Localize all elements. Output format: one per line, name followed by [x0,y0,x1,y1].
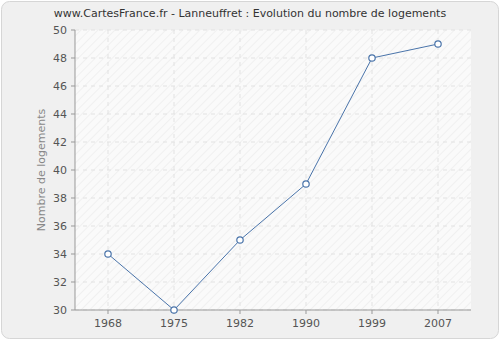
tick [71,254,75,255]
panel [2,2,499,339]
grid-line [240,30,241,310]
tick-label: 48 [53,52,67,65]
tick-label: 40 [53,164,67,177]
grid-line [75,226,471,227]
tick [438,310,439,314]
grid-line [174,30,175,310]
grid-line [75,198,471,199]
grid-line [75,254,471,255]
tick [71,226,75,227]
tick-label: 1975 [160,317,188,330]
marker [237,237,243,243]
line [108,44,438,310]
tick [71,282,75,283]
marker [435,41,441,47]
tick-label: 1968 [94,317,122,330]
grid-line [306,30,307,310]
chart: www.CartesFrance.fr - Lanneuffret : Evol… [0,0,500,340]
tick-label: 32 [53,276,67,289]
series [105,41,441,313]
plot-area [75,30,471,310]
tick-label: 50 [53,24,67,37]
tick [71,198,75,199]
grid-line [75,282,471,283]
tick [372,310,373,314]
grid-line [75,310,471,311]
plot-hatch [75,30,471,310]
grid-line [438,30,439,310]
grid-line [75,170,471,171]
tick-label: 38 [53,192,67,205]
tick-label: 30 [53,304,67,317]
tick-label: 2007 [424,317,452,330]
marker [369,55,375,61]
grid-line [75,114,471,115]
tick [306,310,307,314]
tick-label: 34 [53,248,67,261]
grid-line [108,30,109,310]
tick [71,142,75,143]
grid-line [372,30,373,310]
tick [108,310,109,314]
marker [171,307,177,313]
tick [71,170,75,171]
y-axis [75,30,76,310]
tick-label: 46 [53,80,67,93]
tick-label: 1999 [358,317,386,330]
tick-label: 1982 [226,317,254,330]
tick [71,114,75,115]
grid-line [75,86,471,87]
marker [303,181,309,187]
tick-label: 1990 [292,317,320,330]
marker [105,251,111,257]
background [0,0,500,340]
tick [71,310,75,311]
grid-line [75,142,471,143]
tick-label: 44 [53,108,67,121]
x-axis [75,310,471,311]
grid-line [75,30,471,31]
tick [240,310,241,314]
tick-label: 36 [53,220,67,233]
tick-label: 42 [53,136,67,149]
tick [71,86,75,87]
tick [71,30,75,31]
tick [71,58,75,59]
y-axis-label: Nombre de logements [35,108,48,231]
title: www.CartesFrance.fr - Lanneuffret : Evol… [54,7,447,20]
grid-line [75,58,471,59]
